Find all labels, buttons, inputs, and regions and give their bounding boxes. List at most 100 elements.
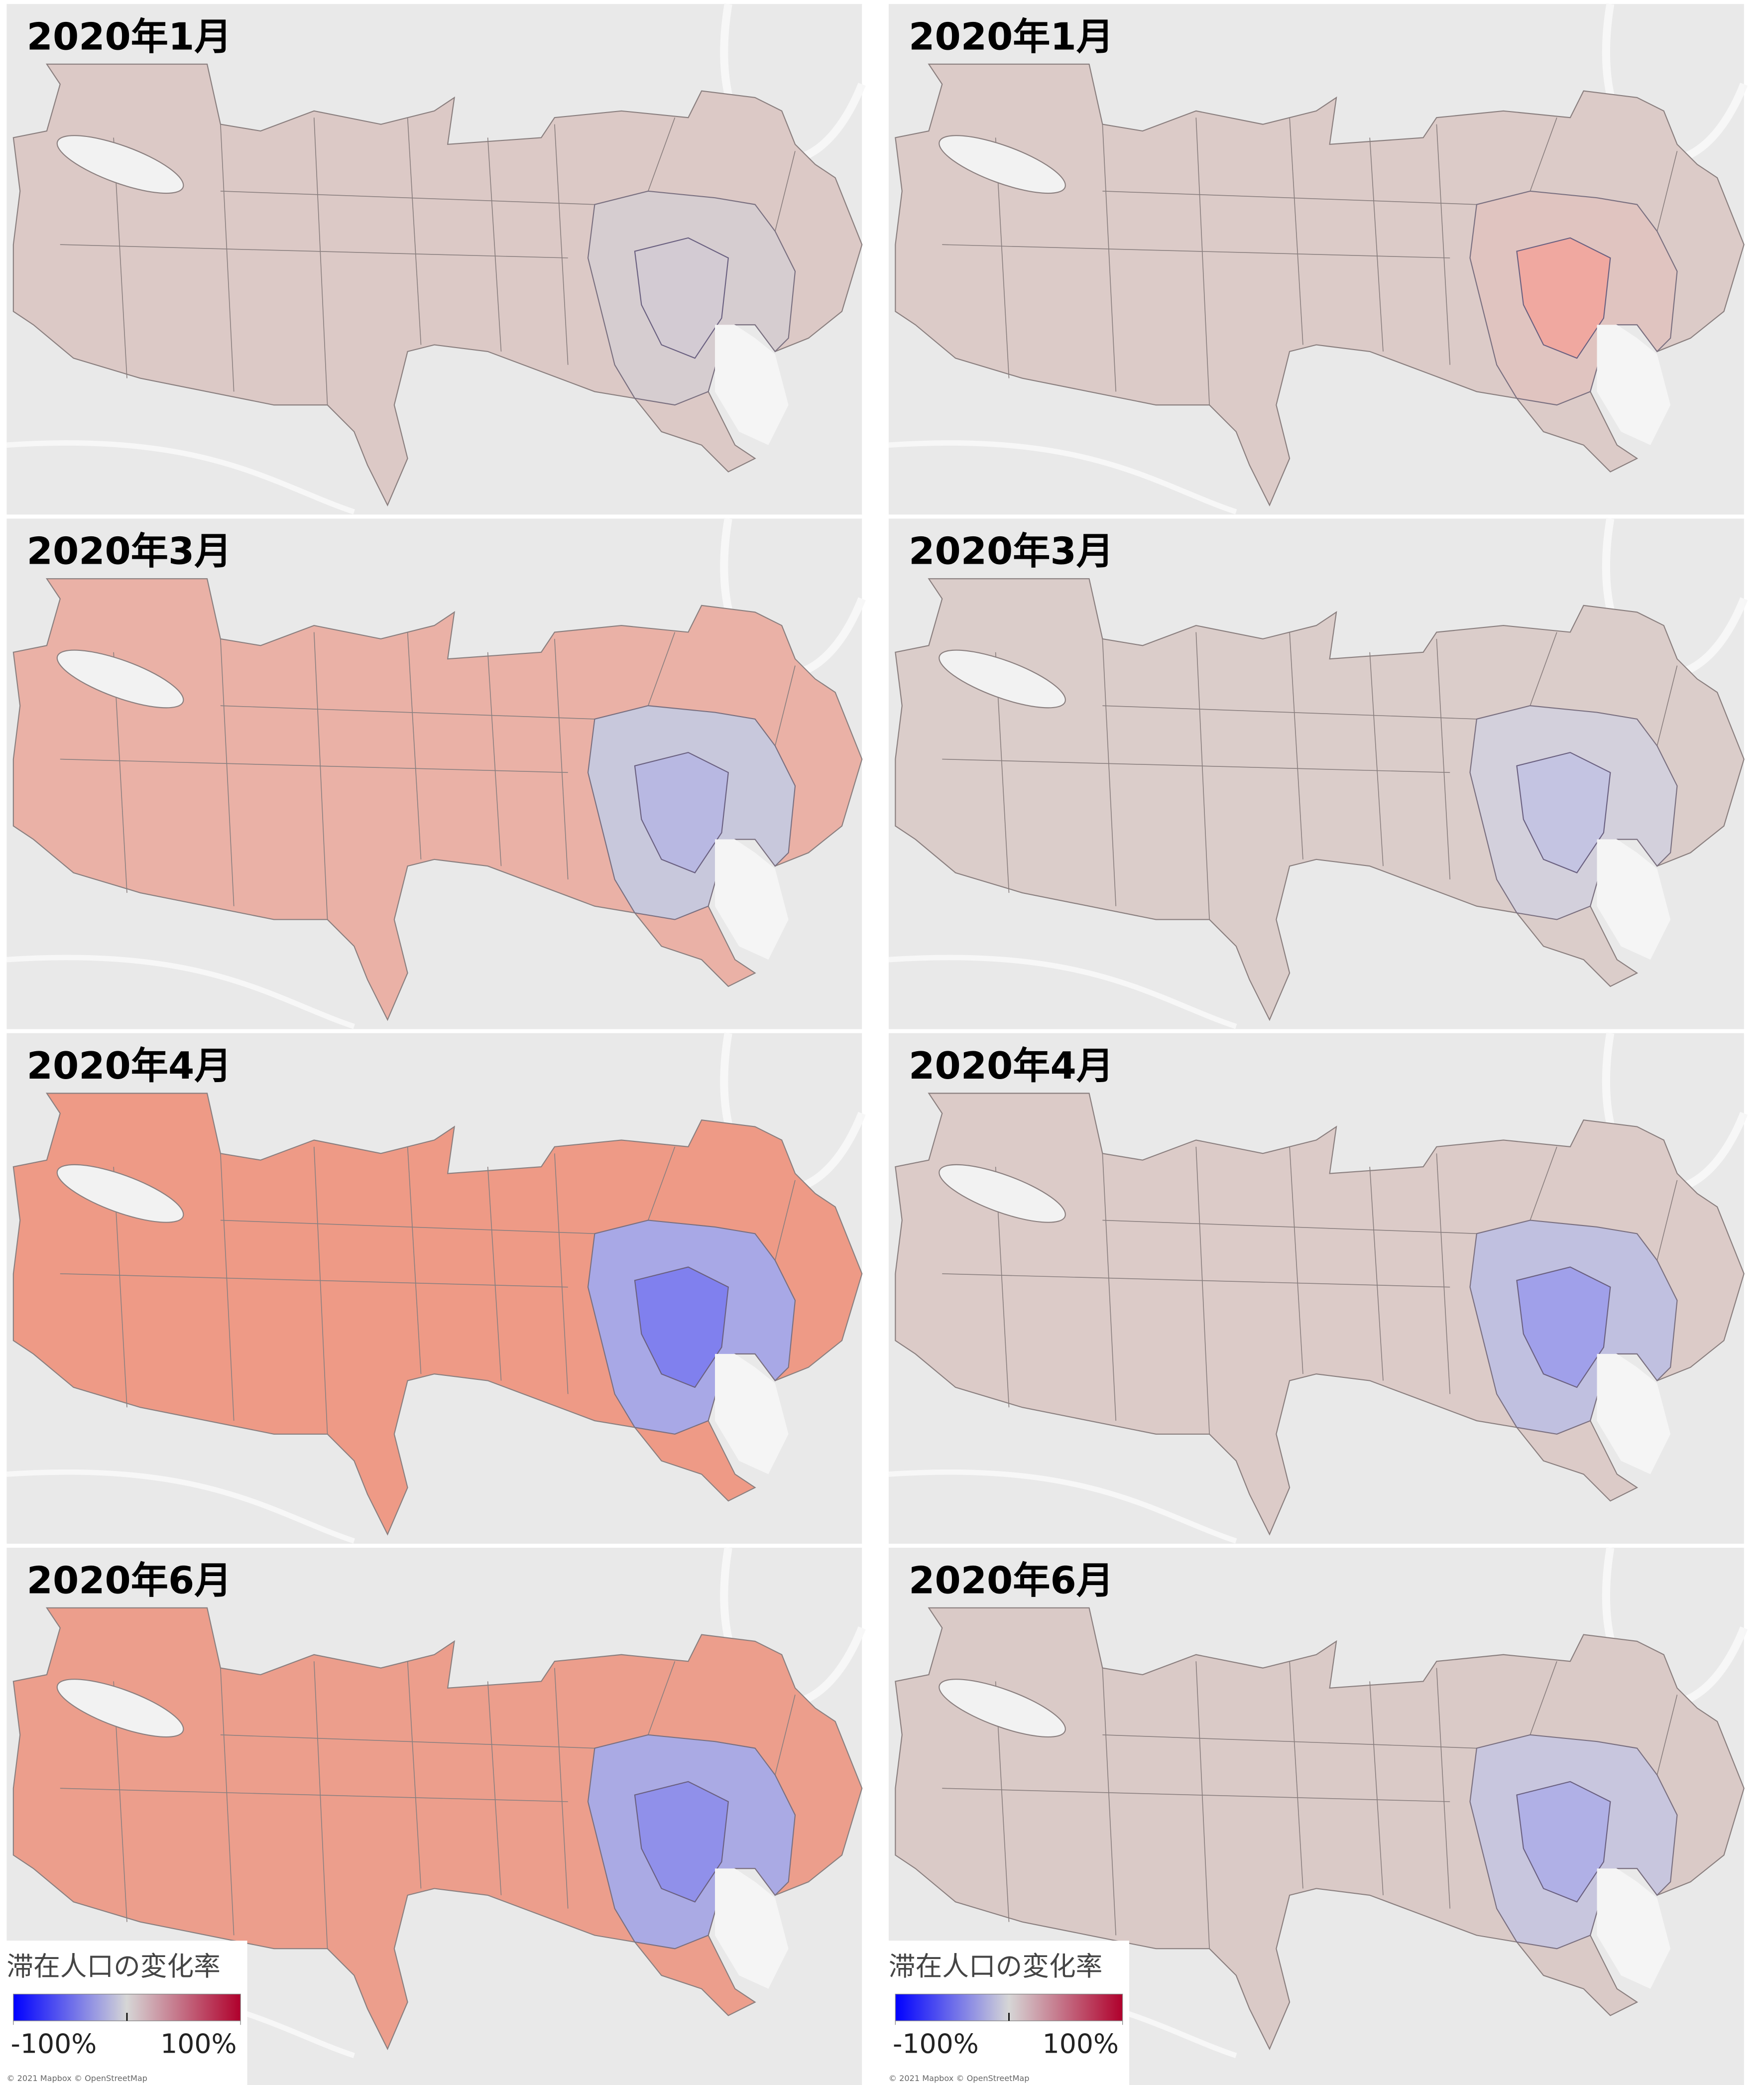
region-border [1529, 1146, 1557, 1221]
bay [1597, 325, 1671, 445]
lake [56, 135, 184, 194]
region-border [648, 1146, 676, 1221]
lake [939, 1679, 1066, 1738]
region-border [1529, 117, 1557, 192]
map-panel: 2020年4月 [888, 1032, 1748, 1544]
region-border [1195, 1661, 1210, 1949]
region-border [1289, 632, 1303, 859]
region-border [220, 1220, 595, 1234]
region-border [554, 638, 569, 880]
region-border [407, 1661, 422, 1889]
region-border [648, 1661, 676, 1735]
road [6, 955, 355, 1029]
region-border [487, 1681, 502, 1895]
region-border [1656, 1180, 1678, 1261]
bay [714, 839, 789, 960]
road [888, 1469, 1237, 1544]
region-border [942, 244, 1450, 258]
map-panel: 2020年3月 [6, 518, 866, 1029]
region-border [942, 1788, 1450, 1802]
panel-title: 2020年4月 [909, 1044, 1114, 1088]
region-border [648, 117, 676, 192]
region-border [220, 124, 235, 392]
region-core [634, 1266, 729, 1388]
lake [56, 1164, 184, 1223]
legend: 滞在人口の変化率 -100% 100% © 2021 Mapbox © OpenStr… [882, 1941, 1130, 2085]
bay [714, 325, 789, 445]
region-border [1289, 118, 1303, 345]
region-border [1102, 191, 1477, 205]
region-border [60, 244, 568, 258]
region-border [313, 1146, 328, 1434]
panel-title: 2020年1月 [27, 14, 232, 58]
region-border [554, 1153, 569, 1394]
region-border [1369, 1681, 1384, 1895]
region-border [487, 652, 502, 866]
region-border [1102, 124, 1117, 392]
region-border [1289, 1661, 1303, 1889]
region-border [220, 1153, 235, 1421]
legend-tick-label: 100% [1043, 2028, 1119, 2060]
region-border [1436, 638, 1451, 880]
region-border [648, 632, 676, 706]
bay [714, 1868, 789, 1989]
region-core [1516, 1266, 1611, 1388]
panel-title: 2020年1月 [909, 14, 1114, 58]
map-panel: 2020年4月 [6, 1032, 866, 1544]
region-border [1102, 1153, 1117, 1421]
region-border [554, 124, 569, 365]
region-core [634, 751, 729, 873]
region-border [220, 638, 235, 906]
lake [939, 649, 1066, 709]
region-border [1195, 632, 1210, 920]
region-border [220, 705, 595, 720]
region-border [1436, 124, 1451, 365]
region-border [1289, 1146, 1303, 1374]
region-core [1516, 751, 1611, 873]
bay [1597, 1353, 1671, 1474]
region-border [1102, 638, 1117, 906]
region-border [1102, 1734, 1477, 1749]
map-panel: 2020年6月 [888, 1547, 1748, 2085]
region-border [313, 118, 328, 405]
region-border [942, 758, 1450, 773]
region-border [1102, 1220, 1477, 1234]
legend: 滞在人口の変化率 -100% 100% © 2021 Mapbox © OpenStr… [0, 1941, 247, 2085]
region-border [942, 1273, 1450, 1288]
region-border [1369, 652, 1384, 866]
lake [939, 1164, 1066, 1223]
region-border [1102, 705, 1477, 720]
map-panel: 2020年1月 [888, 3, 1748, 515]
road [888, 440, 1237, 515]
region-border [220, 1734, 595, 1749]
region-border [313, 1661, 328, 1949]
legend-title: 滞在人口の変化率 [889, 1951, 1102, 1982]
region-border [60, 1788, 568, 1802]
road [888, 955, 1237, 1029]
lake [56, 649, 184, 709]
region-border [774, 1180, 796, 1261]
region-border [774, 1695, 796, 1775]
region-border [487, 137, 502, 352]
region-core [1516, 1781, 1611, 1903]
region-core [1516, 237, 1611, 359]
panel-title: 2020年4月 [27, 1044, 232, 1088]
region-border [1436, 1153, 1451, 1394]
panel-title: 2020年3月 [27, 529, 232, 573]
region-border [60, 758, 568, 773]
region-border [1656, 665, 1678, 746]
region-border [1102, 1668, 1117, 1936]
attribution: © 2021 Mapbox © OpenStreetMap [889, 2074, 1030, 2083]
region-border [220, 1668, 235, 1936]
panel-title: 2020年6月 [27, 1558, 232, 1602]
legend-tick-label: 100% [160, 2028, 236, 2060]
map-panel: 2020年1月 [6, 3, 866, 515]
map-panel: 2020年3月 [888, 518, 1748, 1029]
region-border [1656, 1695, 1678, 1775]
region-border [487, 1167, 502, 1381]
lake [939, 135, 1066, 194]
region-border [407, 118, 422, 345]
region-core [634, 237, 729, 359]
region-border [1369, 137, 1384, 352]
